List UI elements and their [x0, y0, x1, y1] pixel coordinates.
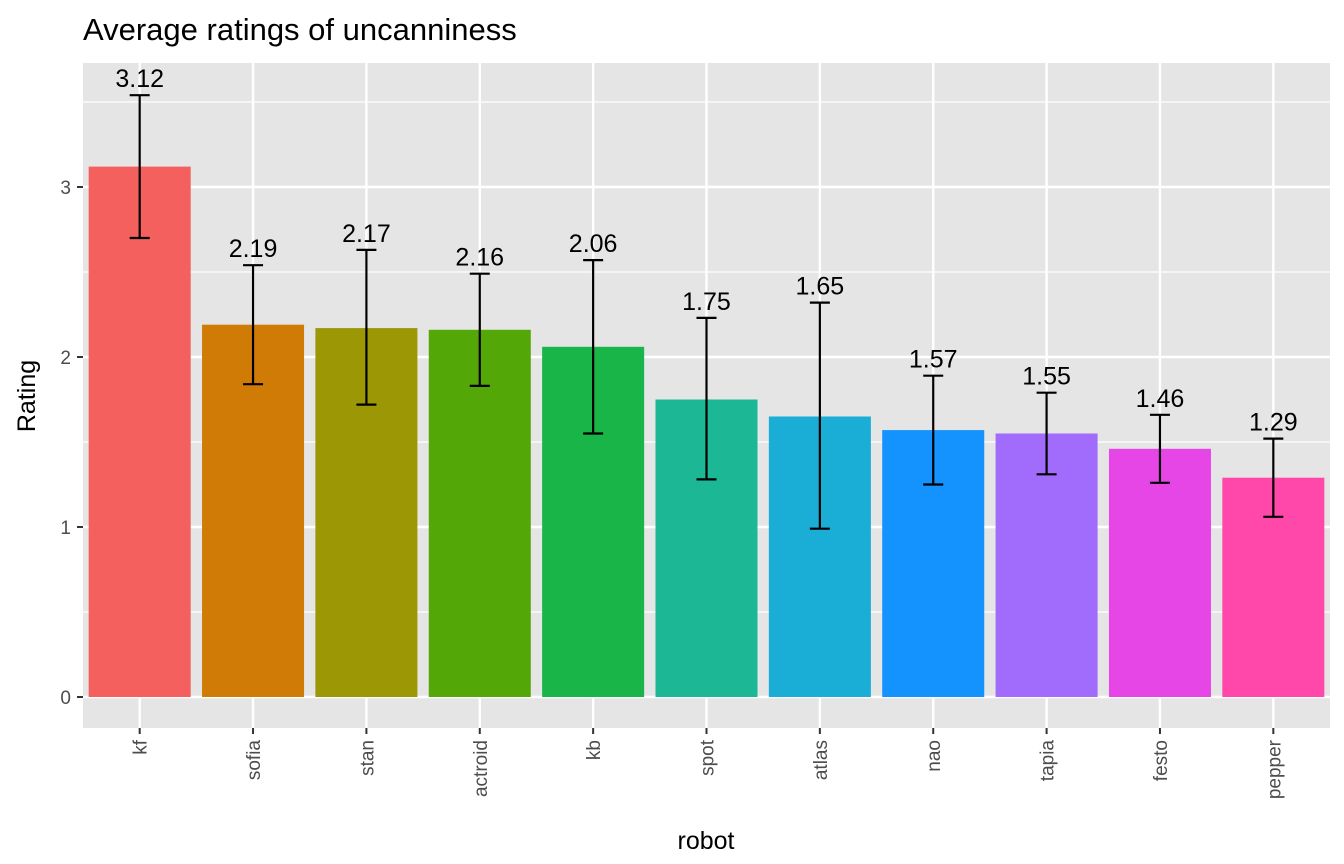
x-tick-label: actroid	[471, 740, 492, 797]
data-label-sofia: 2.19	[229, 235, 278, 263]
error-bar-tapia	[1036, 391, 1057, 476]
data-label-actroid: 2.16	[455, 244, 504, 272]
bar-actroid	[428, 329, 531, 697]
error-bar-festo	[1149, 413, 1170, 484]
y-tick-label: 2	[60, 348, 71, 369]
y-tick-label: 0	[60, 688, 71, 709]
error-bar-atlas	[809, 301, 830, 530]
x-tick-label: atlas	[811, 740, 832, 780]
data-label-atlas: 1.65	[796, 273, 845, 301]
y-axis-title: Rating	[13, 360, 41, 432]
data-label-stan: 2.17	[342, 220, 391, 248]
x-tick-label: sofia	[244, 740, 265, 781]
bar-kf	[88, 166, 191, 698]
x-tick-label: spot	[698, 739, 719, 776]
bars	[88, 166, 1325, 698]
bar-sofia	[202, 324, 305, 697]
data-label-kb: 2.06	[569, 230, 618, 258]
bar-festo	[1108, 448, 1211, 697]
error-bar-nao	[923, 374, 944, 486]
y-axis: 0 1 2 3	[60, 178, 83, 709]
x-tick-label: pepper	[1264, 739, 1285, 799]
x-tick-label: festo	[1151, 740, 1172, 781]
x-tick-label: kb	[584, 740, 605, 760]
bar-tapia	[995, 433, 1098, 697]
error-bars	[129, 94, 1284, 530]
x-tick-label: tapia	[1038, 740, 1059, 782]
x-tick-label: nao	[924, 740, 945, 772]
error-bar-spot	[696, 316, 717, 481]
data-label-spot: 1.75	[682, 288, 731, 316]
error-bar-actroid	[469, 272, 490, 387]
data-label-pepper: 1.29	[1249, 409, 1298, 437]
x-tick-label: kf	[131, 739, 152, 755]
x-axis: kf sofia stan actroid kb spot atlas nao tapia fes…	[131, 728, 1285, 799]
error-bar-pepper	[1263, 437, 1284, 518]
y-tick-label: 1	[60, 518, 71, 539]
chart-title: Average ratings of uncanniness	[83, 12, 517, 47]
data-label-tapia: 1.55	[1022, 363, 1071, 391]
data-label-festo: 1.46	[1136, 385, 1185, 413]
x-tick-label: stan	[357, 740, 378, 776]
y-tick-label: 3	[60, 178, 71, 199]
data-labels: 3.12 2.19 2.17 2.16 2.06 1.75 1.65 1.57 1.55 1.46…	[115, 65, 1297, 436]
error-bar-kb	[583, 259, 604, 435]
error-bar-stan	[356, 248, 377, 406]
error-bar-sofia	[243, 264, 264, 386]
data-label-kf: 3.12	[115, 65, 164, 93]
data-label-nao: 1.57	[909, 346, 958, 374]
x-axis-title: robot	[678, 827, 735, 855]
error-bar-kf	[129, 94, 150, 240]
